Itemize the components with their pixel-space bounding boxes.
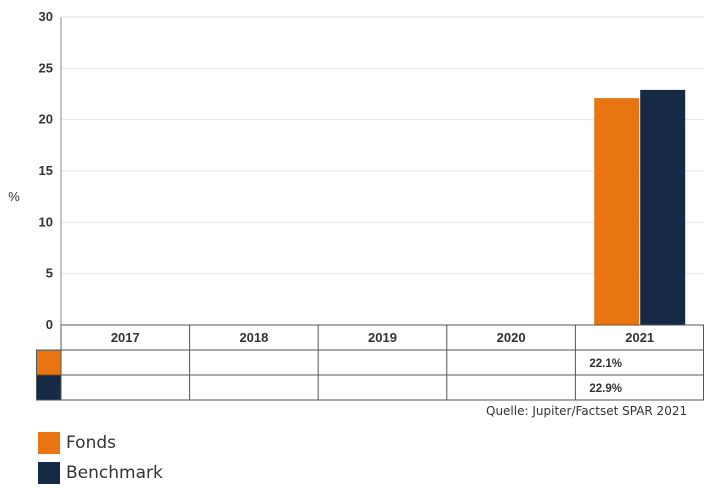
source-note: Quelle: Jupiter/Factset SPAR 2021 — [486, 404, 688, 418]
x-tick-label: 2019 — [368, 330, 397, 345]
chart: 0 5 10 15 20 25 30 % 2017 2018 2019 2020 2021 22.1%… — [8, 9, 704, 401]
legend-label-benchmark: Benchmark — [66, 463, 163, 483]
y-tick-label: 10 — [39, 214, 53, 229]
data-label-fonds: 22.1% — [589, 358, 622, 370]
data-table: 2017 2018 2019 2020 2021 22.1% 22.9% — [36, 324, 704, 401]
x-tick-label: 2020 — [497, 330, 526, 345]
y-tick-label: 20 — [39, 112, 53, 127]
legend-swatch-benchmark — [38, 462, 60, 484]
table-swatch-fonds — [36, 350, 61, 375]
legend-label-fonds: Fonds — [66, 433, 116, 453]
y-tick-label: 30 — [39, 9, 53, 24]
y-axis-label: % — [8, 189, 20, 204]
x-tick-label: 2021 — [625, 330, 654, 345]
legend-item-benchmark: Benchmark — [38, 462, 163, 484]
bar-benchmark-2021 — [640, 89, 686, 325]
legend-item-fonds: Fonds — [38, 432, 116, 454]
y-tick-label: 25 — [39, 60, 53, 75]
table-swatch-benchmark — [36, 375, 61, 400]
x-tick-label: 2017 — [111, 330, 140, 345]
bar-fonds-2021 — [594, 98, 640, 326]
y-tick-label: 5 — [46, 266, 53, 281]
y-axis-ticks: 0 5 10 15 20 25 30 — [39, 9, 53, 332]
y-tick-label: 0 — [46, 317, 53, 332]
bars — [594, 89, 686, 326]
x-tick-label: 2018 — [239, 330, 268, 345]
y-tick-label: 15 — [39, 163, 53, 178]
data-label-benchmark: 22.9% — [589, 383, 622, 395]
legend-swatch-fonds — [38, 432, 60, 454]
